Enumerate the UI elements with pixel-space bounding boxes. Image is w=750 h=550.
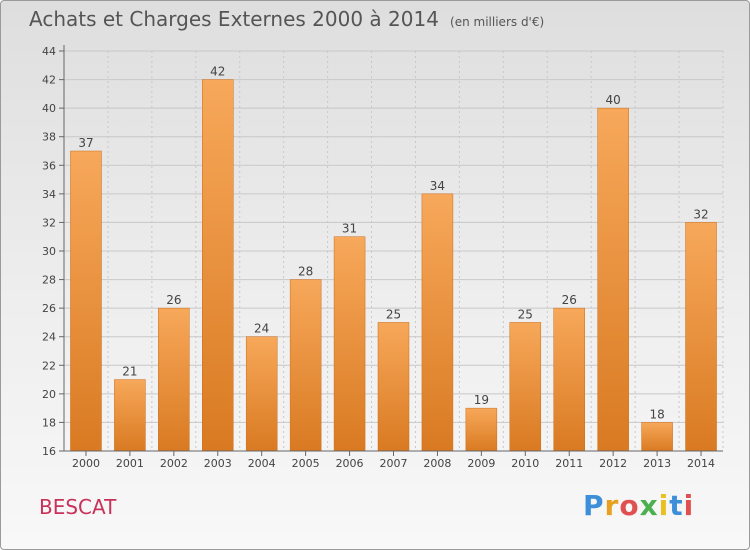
y-tick-label: 32: [42, 216, 56, 229]
bar: [70, 150, 102, 452]
data-label: 40: [606, 93, 621, 107]
data-label: 34: [430, 179, 445, 193]
data-label: 21: [122, 365, 137, 379]
logo-letter: i: [658, 489, 670, 522]
x-tick-label: 2005: [292, 457, 320, 470]
bar: [202, 79, 234, 452]
y-tick-label: 30: [42, 245, 56, 258]
data-label: 25: [386, 307, 401, 321]
data-label: 25: [518, 307, 533, 321]
data-label: 37: [78, 136, 93, 150]
x-tick-label: 2001: [116, 457, 144, 470]
x-tick-label: 2006: [336, 457, 364, 470]
y-tick-label: 22: [42, 359, 56, 372]
bar: [597, 107, 629, 452]
bar: [289, 279, 322, 452]
y-tick-label: 18: [42, 416, 56, 429]
logo-letter: x: [639, 489, 659, 522]
x-tick-label: 2007: [380, 457, 408, 470]
x-tick-label: 2012: [599, 457, 627, 470]
bar: [641, 422, 673, 452]
bar: [333, 236, 366, 452]
x-tick-label: 2004: [248, 457, 276, 470]
chart-subtitle: (en milliers d'€): [450, 15, 545, 29]
x-tick-label: 2013: [643, 457, 671, 470]
axes: 16 18 20 22 24 26 28 30 32 34 36 38 40 42 44 2000 2001 20…: [42, 45, 723, 470]
x-tick-label: 2011: [555, 457, 583, 470]
x-tick-label: 2009: [467, 457, 495, 470]
bar: [377, 322, 410, 452]
y-tick-label: 28: [42, 274, 56, 287]
chart-title: Achats et Charges Externes 2000 à 2014: [29, 7, 439, 31]
data-label: 19: [474, 393, 489, 407]
bar: [553, 307, 585, 452]
y-tick-label: 42: [42, 74, 56, 87]
bar: [465, 407, 498, 452]
x-tick-label: 2010: [511, 457, 539, 470]
x-tick-label: 2008: [423, 457, 451, 470]
bars: 37 21 26 42 24 28 31 25 34 19 25 26 40 18 32: [70, 65, 717, 452]
bar: [245, 336, 278, 452]
y-tick-label: 44: [42, 45, 56, 58]
y-tick-label: 36: [42, 159, 56, 172]
y-tick-label: 40: [42, 102, 56, 115]
data-label: 32: [693, 207, 708, 221]
data-label: 18: [649, 407, 664, 421]
chart-title-block: Achats et Charges Externes 2000 à 2014 (…: [29, 7, 544, 31]
logo-letter: i: [683, 489, 695, 522]
y-tick-label: 16: [42, 445, 56, 458]
logo-letter: r: [604, 489, 620, 522]
x-tick-label: 2014: [687, 457, 715, 470]
bar: [685, 222, 717, 452]
x-tick-label: 2003: [204, 457, 232, 470]
data-label: 31: [342, 222, 357, 236]
data-label: 28: [298, 265, 313, 279]
bar: [509, 322, 542, 452]
y-tick-label: 38: [42, 131, 56, 144]
logo-letter: t: [669, 489, 684, 522]
data-label: 26: [166, 293, 181, 307]
y-tick-label: 24: [42, 331, 56, 344]
data-label: 26: [562, 293, 577, 307]
bar: [421, 193, 454, 452]
y-tick-label: 26: [42, 302, 56, 315]
data-label: 24: [254, 322, 269, 336]
logo-letter: o: [619, 489, 640, 522]
data-label: 42: [210, 65, 225, 79]
location-label: BESCAT: [39, 495, 117, 519]
x-tick-label: 2002: [160, 457, 188, 470]
proxiti-logo[interactable]: Proxiti: [583, 489, 694, 522]
bar: [114, 379, 146, 452]
logo-letter: P: [583, 489, 605, 522]
x-tick-label: 2000: [72, 457, 100, 470]
bar: [158, 307, 190, 452]
y-tick-label: 34: [42, 188, 56, 201]
y-tick-label: 20: [42, 388, 56, 401]
